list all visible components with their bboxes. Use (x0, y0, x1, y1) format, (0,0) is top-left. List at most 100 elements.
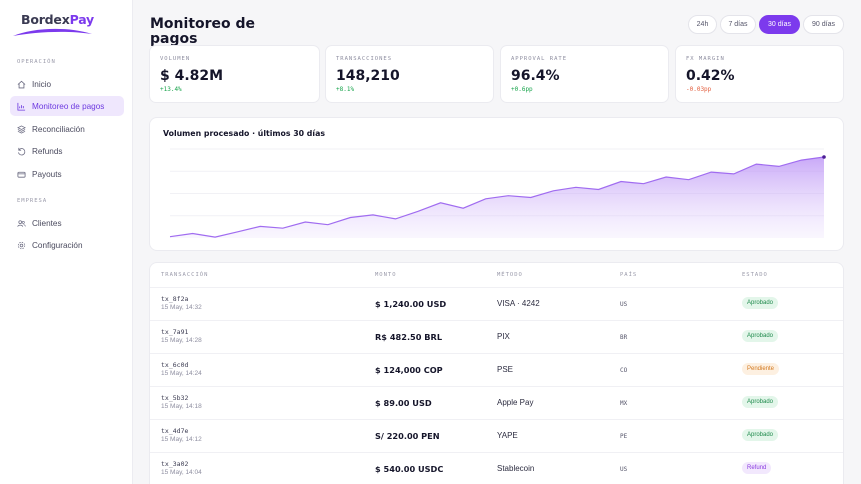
transaction-amount: $ 540.00 USDC (375, 464, 444, 474)
range-30d-button[interactable]: 30 días (759, 15, 800, 34)
kpi-card-volumen: VOLUMEN $ 4.82M +13.4% (149, 45, 320, 103)
chart-series-line (169, 156, 825, 238)
transaction-amount: S/ 220.00 PEN (375, 431, 440, 441)
range-7d-button[interactable]: 7 días (720, 15, 756, 34)
kpi-label: FX MARGIN (686, 56, 725, 62)
transaction-date: 15 May, 14:28 (161, 337, 202, 344)
transaction-date: 15 May, 14:24 (161, 370, 202, 377)
sidebar-item-label: Reconciliación (32, 124, 85, 134)
sidebar-item-configuracion[interactable]: Configuración (10, 235, 124, 255)
range-90d-button[interactable]: 90 días (803, 15, 844, 34)
sidebar: BordexPay OPERACIÓN Inicio Monitoreo de … (0, 0, 133, 484)
transaction-id[interactable]: tx_8f2a (161, 295, 189, 303)
page-title: Monitoreo de pagos (150, 16, 256, 47)
table-row[interactable]: tx_8f2a 15 May, 14:32 $ 1,240.00 USD VIS… (150, 287, 843, 320)
transaction-date: 15 May, 14:12 (161, 436, 202, 443)
transaction-date: 15 May, 14:18 (161, 403, 202, 410)
transaction-id[interactable]: tx_4d7e (161, 427, 189, 435)
table-row[interactable]: tx_5b32 15 May, 14:18 $ 89.00 USD Apple … (150, 386, 843, 419)
kpi-label: VOLUMEN (160, 56, 191, 62)
table-row[interactable]: tx_7a91 15 May, 14:28 R$ 482.50 BRL PIX … (150, 320, 843, 353)
transaction-date: 15 May, 14:04 (161, 469, 202, 476)
transaction-id[interactable]: tx_3a02 (161, 460, 189, 468)
section-label-empresa: EMPRESA (17, 198, 48, 204)
payment-method: Apple Pay (497, 398, 534, 407)
country-code: US (620, 301, 628, 308)
brand-name: BordexPay (21, 12, 95, 27)
status-badge: Aprobado (742, 297, 779, 309)
gear-icon (17, 241, 26, 250)
column-header-transaccion[interactable]: TRANSACCIÓN (161, 272, 209, 278)
chart-icon (17, 102, 26, 111)
transaction-amount: $ 1,240.00 USD (375, 299, 447, 309)
transaction-amount: R$ 482.50 BRL (375, 332, 443, 342)
transaction-id[interactable]: tx_6c0d (161, 361, 189, 369)
payment-method: PSE (497, 365, 514, 374)
kpi-card-fx-margin: FX MARGIN 0.42% -0.03pp (675, 45, 844, 103)
sidebar-item-label: Payouts (32, 169, 62, 179)
sidebar-item-reconciliacion[interactable]: Reconciliación (10, 119, 124, 139)
sidebar-item-label: Monitoreo de pagos (32, 101, 105, 111)
brand-logo[interactable]: BordexPay (12, 10, 102, 36)
kpi-delta: +13.4% (160, 86, 182, 93)
volume-area-chart (169, 148, 826, 238)
wallet-icon (17, 170, 26, 179)
kpi-value: 96.4% (511, 68, 560, 84)
country-code: PE (620, 433, 628, 440)
transaction-id[interactable]: tx_5b32 (161, 394, 189, 402)
transaction-date: 15 May, 14:32 (161, 304, 202, 311)
status-badge: Pendiente (742, 363, 780, 375)
column-header-monto[interactable]: MONTO (375, 272, 397, 278)
payment-method: YAPE (497, 431, 518, 440)
country-code: MX (620, 400, 628, 407)
table-row[interactable]: tx_3a02 15 May, 14:04 $ 540.00 USDC Stab… (150, 452, 843, 484)
status-badge: Aprobado (742, 330, 779, 342)
sidebar-item-refunds[interactable]: Refunds (10, 141, 124, 161)
transaction-amount: $ 89.00 USD (375, 398, 432, 408)
transaction-amount: $ 124,000 COP (375, 365, 443, 375)
kpi-value: $ 4.82M (160, 68, 224, 84)
kpi-label: TRANSACCIONES (336, 56, 393, 62)
kpi-delta: -0.03pp (686, 86, 712, 93)
table-row[interactable]: tx_4d7e 15 May, 14:12 S/ 220.00 PEN YAPE… (150, 419, 843, 452)
column-header-pais[interactable]: PAÍS (620, 272, 638, 278)
payment-method: VISA · 4242 (497, 299, 540, 308)
country-code: BR (620, 334, 628, 341)
kpi-card-transacciones: TRANSACCIONES 148,210 +8.1% (325, 45, 494, 103)
range-24h-button[interactable]: 24h (688, 15, 717, 34)
layers-icon (17, 124, 26, 134)
status-badge: Aprobado (742, 396, 779, 408)
table-row[interactable]: tx_6c0d 15 May, 14:24 $ 124,000 COP PSE … (150, 353, 843, 386)
home-icon (17, 80, 26, 89)
sidebar-item-clientes[interactable]: Clientes (10, 213, 124, 233)
sidebar-item-label: Inicio (32, 79, 52, 89)
chart-title: Volumen procesado · últimos 30 días (163, 129, 325, 138)
payment-method: Stablecoin (497, 464, 535, 473)
volume-chart-card: Volumen procesado · últimos 30 días (149, 117, 844, 251)
column-header-estado[interactable]: ESTADO (742, 272, 768, 278)
country-code: CO (620, 367, 628, 374)
transaction-id[interactable]: tx_7a91 (161, 328, 189, 336)
kpi-label: APPROVAL RATE (511, 56, 568, 62)
sidebar-item-label: Refunds (32, 146, 63, 156)
section-label-operacion: OPERACIÓN (17, 59, 56, 65)
sidebar-item-inicio[interactable]: Inicio (10, 74, 124, 94)
users-icon (17, 219, 26, 228)
column-header-metodo[interactable]: MÉTODO (497, 272, 523, 278)
sidebar-item-payouts[interactable]: Payouts (10, 164, 124, 184)
country-code: US (620, 466, 628, 473)
chart-point (822, 155, 826, 159)
sidebar-item-label: Clientes (32, 218, 62, 228)
status-badge: Refund (742, 462, 772, 474)
transactions-table: TRANSACCIÓN MONTO MÉTODO PAÍS ESTADO tx_… (149, 262, 844, 484)
sidebar-item-label: Configuración (32, 240, 83, 250)
status-badge: Aprobado (742, 429, 779, 441)
kpi-value: 148,210 (336, 68, 400, 84)
kpi-delta: +8.1% (336, 86, 355, 93)
refund-icon (17, 147, 26, 156)
brand-swoosh-icon (13, 28, 92, 36)
kpi-value: 0.42% (686, 68, 735, 84)
sidebar-item-monitoreo[interactable]: Monitoreo de pagos (10, 96, 124, 116)
kpi-card-approval-rate: APPROVAL RATE 96.4% +0.6pp (500, 45, 669, 103)
payment-method: PIX (497, 332, 510, 341)
